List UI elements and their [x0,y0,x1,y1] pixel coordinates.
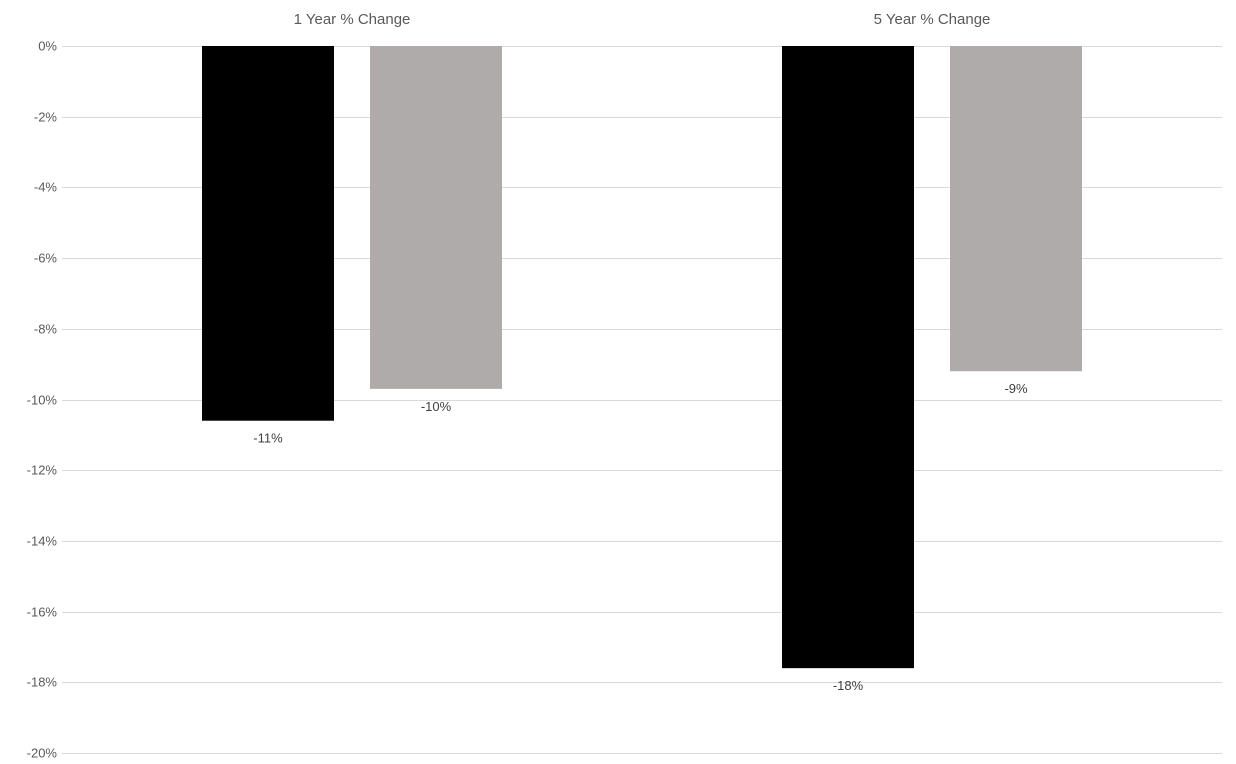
bar [202,46,334,421]
y-tick-label: -2% [34,110,58,125]
y-axis-tick-labels: 0% -2% -4% -6% -8% -10% -12% -14% -16% -18% -20% [27,39,58,761]
y-tick-label: -4% [34,180,58,195]
data-labels: -11% -10% -18% -9% [253,381,1028,693]
category-labels: 1 Year % Change 5 Year % Change [294,11,991,28]
y-tick-label: 0% [38,39,57,54]
data-label: -10% [421,399,452,414]
category-label: 1 Year % Change [294,11,411,28]
data-label: -11% [253,431,283,446]
y-tick-label: -20% [27,746,58,761]
y-tick-label: -16% [27,605,58,620]
y-tick-label: -12% [27,463,58,478]
data-label: -18% [833,678,864,693]
y-tick-label: -18% [27,675,58,690]
bar [782,46,914,669]
y-tick-label: -8% [34,322,58,337]
bar [370,46,502,389]
bars [202,46,1082,669]
category-label: 5 Year % Change [874,11,991,28]
data-label: -9% [1004,381,1028,396]
bar [950,46,1082,372]
y-tick-label: -14% [27,534,58,549]
y-tick-label: -10% [27,393,58,408]
y-tick-label: -6% [34,251,58,266]
